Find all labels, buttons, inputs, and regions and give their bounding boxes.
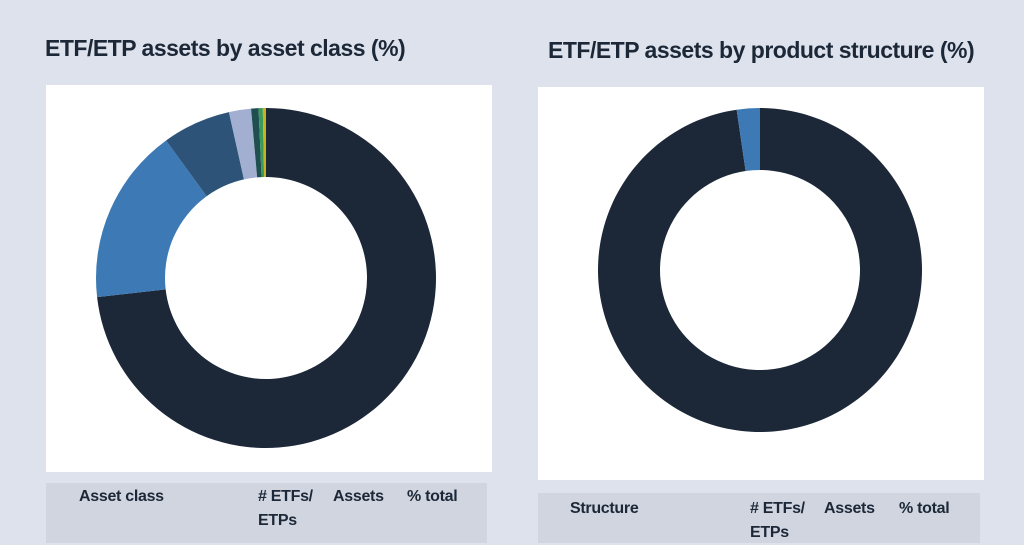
chart-title: ETF/ETP assets by product structure (%): [548, 37, 975, 63]
column-header: Assets: [333, 488, 384, 505]
column-header: % total: [899, 500, 950, 517]
table-header: [46, 483, 487, 543]
column-header: % total: [407, 488, 458, 505]
donut-slice: [251, 108, 262, 178]
donut-slice: [97, 108, 437, 448]
column-header: Structure: [570, 500, 639, 517]
column-header: Assets: [824, 500, 875, 517]
column-header: Asset class: [79, 488, 164, 505]
column-header: # ETFs/ ETPs: [258, 488, 313, 529]
donut-slice: [258, 108, 265, 178]
table-header: [538, 493, 980, 543]
donut-slice: [96, 140, 207, 298]
donut-slice: [736, 108, 760, 172]
donut-slice: [166, 112, 244, 197]
donut-slice: [262, 108, 266, 178]
donut-slice: [228, 108, 258, 180]
chart-title: ETF/ETP assets by asset class (%): [45, 35, 406, 61]
donut-slice: [597, 108, 922, 432]
